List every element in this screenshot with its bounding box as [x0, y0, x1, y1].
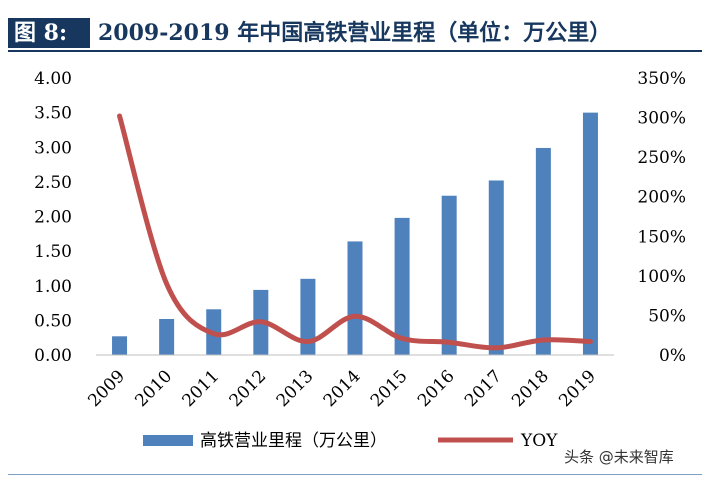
- y-left-tick-label: 0.50: [34, 311, 72, 331]
- y-right-tick-label: 50%: [648, 306, 686, 326]
- y-right-tick-label: 200%: [637, 188, 686, 208]
- figure-header: 图 8: 2009-2019 年中国高铁营业里程（单位：万公里）: [8, 18, 702, 48]
- bar-2015: [394, 217, 410, 355]
- x-tick-label: 2014: [320, 366, 365, 411]
- bar-2009: [112, 336, 128, 355]
- x-tick-label: 2015: [367, 366, 412, 411]
- x-tick-label: 2016: [414, 366, 459, 411]
- y-right-tick-label: 100%: [637, 267, 686, 287]
- header-divider: [8, 50, 702, 52]
- x-tick-label: 2010: [131, 366, 176, 411]
- yoy-line: [117, 113, 593, 351]
- figure-label: 图 8:: [8, 18, 90, 48]
- y-left-tick-label: 3.50: [34, 104, 72, 124]
- y-right-tick-label: 350%: [637, 69, 686, 89]
- y-right-tick-label: 250%: [637, 148, 686, 168]
- x-tick-label: 2009: [84, 366, 129, 411]
- bar-2010: [159, 318, 175, 355]
- y-left-tick-label: 3.00: [34, 138, 72, 158]
- y-left-tick-label: 0.00: [34, 346, 72, 366]
- x-tick-label: 2018: [508, 366, 553, 411]
- y-left-tick-label: 4.00: [34, 69, 72, 89]
- legend-swatch-bar: [143, 435, 193, 446]
- y-left-tick-label: 2.50: [34, 173, 72, 193]
- legend-label-bar: 高铁营业里程（万公里）: [200, 431, 387, 451]
- legend-label-line: YOY: [520, 431, 558, 451]
- figure-title: 2009-2019 年中国高铁营业里程（单位：万公里）: [98, 20, 612, 46]
- y-right-tick-label: 150%: [637, 227, 686, 247]
- watermark: 头条 @未来智库: [564, 448, 674, 466]
- y-left-tick-label: 2.00: [34, 208, 72, 228]
- bar-2014: [347, 241, 363, 355]
- bar-2019: [582, 112, 598, 355]
- bottom-divider: [8, 474, 702, 475]
- x-tick-label: 2013: [273, 366, 318, 411]
- x-tick-label: 2012: [226, 366, 271, 411]
- x-tick-label: 2011: [179, 366, 224, 411]
- x-tick-label: 2019: [555, 366, 600, 411]
- bar-2018: [535, 147, 551, 355]
- y-left-tick-label: 1.00: [34, 277, 72, 297]
- y-right-tick-label: 0%: [659, 346, 686, 366]
- x-tick-label: 2017: [461, 366, 506, 411]
- bar-2016: [441, 195, 457, 355]
- bar-2017: [488, 180, 504, 355]
- y-right-tick-label: 300%: [637, 109, 686, 129]
- y-left-tick-label: 1.50: [34, 242, 72, 262]
- bar-2013: [300, 278, 316, 355]
